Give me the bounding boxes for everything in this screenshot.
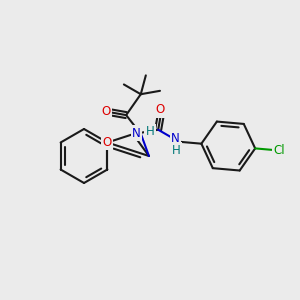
Text: O: O	[103, 136, 112, 149]
Text: N: N	[171, 132, 180, 145]
Text: O: O	[156, 103, 165, 116]
Text: N: N	[132, 127, 141, 140]
Text: H: H	[146, 125, 154, 138]
Text: O: O	[102, 105, 111, 118]
Text: Cl: Cl	[273, 144, 285, 157]
Text: H: H	[172, 144, 180, 157]
